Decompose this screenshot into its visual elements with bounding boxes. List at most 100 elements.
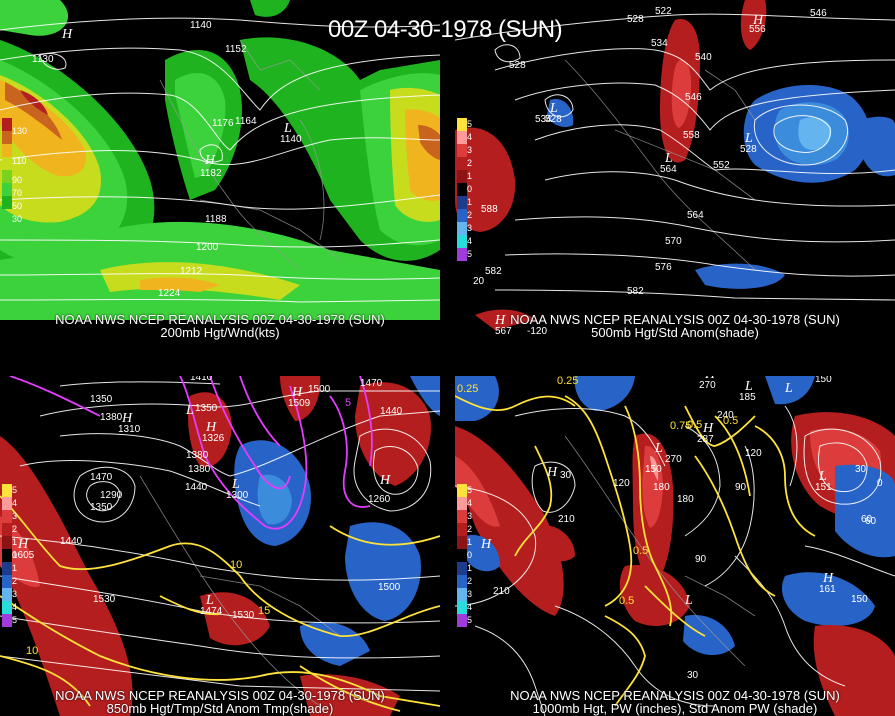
high-pressure-marker: H — [546, 465, 558, 480]
main-title: 00Z 04-30-1978 (SUN) — [328, 16, 563, 43]
temp-label: 10 — [230, 559, 242, 571]
contour-label: 120 — [745, 448, 762, 459]
contour-label: 180 — [677, 494, 694, 505]
panel-subtitle: 1000mb Hgt, PW (inches), Std Anom PW (sh… — [532, 701, 818, 716]
low-pressure-marker: L — [654, 441, 663, 456]
pw-label: 0.25 — [557, 376, 578, 387]
high-pressure-marker: H — [204, 153, 216, 168]
contour-label: 1224 — [158, 288, 181, 299]
low-pressure-marker: L — [549, 101, 558, 116]
contour-label: 546 — [685, 92, 702, 103]
contour-label: 1470 — [90, 472, 113, 483]
contour-label: 528 — [627, 14, 644, 25]
contour-label: 1164 — [235, 116, 257, 127]
contour-label: 1500 — [308, 384, 331, 395]
panel-500mb: 522 528 534 540 546 552 558 564 570 576 … — [455, 0, 895, 340]
contour-label: 90 — [735, 482, 747, 493]
contour-label: 1260 — [368, 494, 391, 505]
contour-label: 1188 — [205, 214, 227, 225]
wind-scale — [2, 118, 12, 209]
panel-caption: NOAA NWS NCEP REANALYSIS 00Z 04-30-1978 … — [55, 312, 385, 327]
hl-value: 151 — [815, 482, 832, 493]
low-pressure-marker: L — [684, 593, 693, 608]
contour-label: 30 — [687, 670, 699, 681]
hl-value: 1140 — [280, 134, 302, 145]
hl-value: 185 — [739, 392, 756, 403]
contour-label: 534 — [651, 38, 668, 49]
hl-value: 270 — [699, 380, 716, 391]
contour-label: 1200 — [196, 242, 219, 253]
low-pressure-marker: L — [205, 593, 214, 608]
low-pressure-marker: L — [818, 469, 827, 484]
contour-label: 576 — [655, 262, 672, 273]
contour-label: 546 — [810, 8, 827, 19]
contour-label: 1380 — [188, 464, 211, 475]
contour-label: 210 — [493, 586, 510, 597]
contour-label: 1530 — [93, 594, 116, 605]
contour-label: 0 — [877, 478, 883, 489]
hl-value: 528 — [545, 114, 562, 125]
hl-value: 1605 — [12, 550, 35, 561]
pw-label: 0.25 — [457, 383, 478, 395]
contour-label: 1290 — [100, 490, 123, 501]
contour-label: 240 — [717, 410, 734, 421]
contour-label: 1152 — [225, 44, 247, 55]
low-pressure-marker: L — [283, 121, 292, 136]
contour-label: 1380 — [186, 450, 209, 461]
axis-label: 20 — [473, 276, 485, 287]
contour-label: 1140 — [190, 20, 212, 31]
map-1000mb: 150 120 90 60 30 0 30 210 240 270 180 15… — [455, 376, 895, 716]
low-pressure-marker: L — [231, 477, 240, 492]
panel-850mb: 1350 1380 1410 1440 1470 1500 1530 1350 … — [0, 376, 440, 716]
contour-label: 582 — [627, 286, 644, 297]
contour-label: 150 — [815, 376, 832, 385]
contour-label: 522 — [655, 6, 672, 17]
high-pressure-marker: H — [291, 385, 303, 400]
temp-label: 10 — [26, 645, 38, 657]
contour-label: 120 — [613, 478, 630, 489]
hl-value: 1509 — [288, 398, 311, 409]
contour-label: 534 — [535, 114, 552, 125]
temp-label: 15 — [258, 605, 270, 617]
contour-label: 1470 — [360, 378, 383, 389]
pw-label: 0.5 — [633, 545, 648, 557]
contour-label: 30 — [855, 464, 867, 475]
hl-value: 1300 — [226, 490, 249, 501]
anomaly-scale — [2, 484, 12, 627]
high-pressure-marker: H — [379, 473, 391, 488]
map-200mb: 1140 1152 1164 1176 1188 1200 1212 1224 … — [0, 0, 440, 340]
temp-label: 20 — [220, 376, 232, 377]
contour-label: 1380 — [100, 412, 123, 423]
panel-subtitle: 500mb Hgt/Std Anom(shade) — [591, 325, 759, 340]
temp-label: 5 — [345, 397, 351, 409]
contour-label: 540 — [695, 52, 712, 63]
contour-label: 60 — [861, 514, 873, 525]
panel-caption: NOAA NWS NCEP REANALYSIS 00Z 04-30-1978 … — [510, 312, 840, 327]
map-850mb: 1350 1380 1410 1440 1470 1500 1530 1350 … — [0, 376, 440, 716]
hl-value: 564 — [660, 164, 677, 175]
hl-value: 1310 — [118, 424, 141, 435]
high-pressure-marker: H — [702, 421, 714, 436]
contour-label: 564 — [687, 210, 704, 221]
pw-label: 0.5 — [619, 595, 634, 607]
high-pressure-marker: H — [61, 27, 73, 42]
contour-label: 1530 — [232, 610, 255, 621]
contour-label: 582 — [485, 266, 502, 277]
panel-1000mb: 150 120 90 60 30 0 30 210 240 270 180 15… — [455, 376, 895, 716]
low-pressure-marker: L — [664, 151, 673, 166]
contour-label: 60 — [865, 516, 877, 527]
contour-label: 1440 — [185, 482, 208, 493]
high-pressure-marker: H — [17, 537, 29, 552]
panel-subtitle: 200mb Hgt/Wnd(kts) — [160, 325, 280, 340]
high-pressure-marker: H — [704, 376, 716, 382]
low-pressure-marker: L — [744, 131, 753, 146]
contour-label: 1440 — [60, 536, 83, 547]
high-pressure-marker: H — [480, 537, 492, 552]
contour-label: 528 — [509, 60, 526, 71]
contour-label: 1212 — [180, 266, 203, 277]
contour-label: 150 — [645, 464, 662, 475]
contour-label: 150 — [851, 594, 868, 605]
hl-value: 161 — [819, 584, 836, 595]
